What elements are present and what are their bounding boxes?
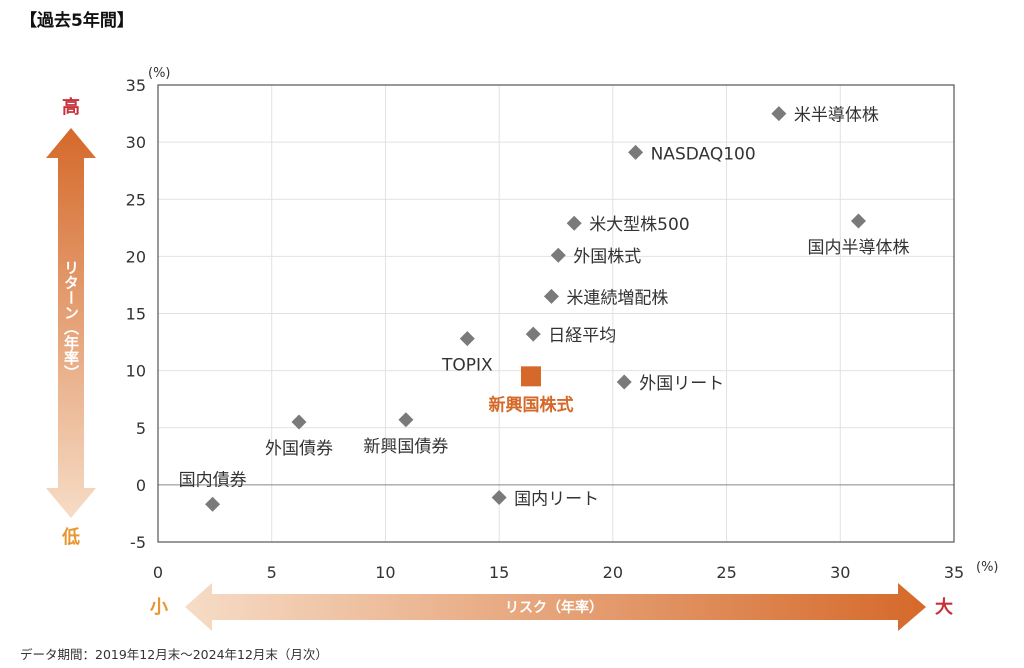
x-tick-label: 20 — [603, 563, 623, 582]
data-point-label: 米大型株500 — [589, 215, 689, 235]
page-title: 【過去5年間】 — [20, 11, 134, 31]
y-tick-label: 20 — [126, 247, 146, 266]
x-tick-label: 15 — [489, 563, 509, 582]
risk-arrow-shape — [185, 583, 926, 631]
data-point-label: TOPIX — [441, 356, 493, 376]
x-tick-label: 10 — [375, 563, 395, 582]
data-point-label: 国内半導体株 — [807, 238, 909, 258]
y-tick-label: 35 — [126, 76, 146, 95]
data-point-label: 新興国株式 — [488, 394, 573, 415]
plot-frame — [157, 84, 955, 543]
data-point-marker — [543, 288, 559, 304]
data-point-marker — [628, 144, 644, 160]
return-arrow-low-label: 低 — [61, 526, 80, 548]
y-tick-label: 10 — [126, 362, 146, 381]
risk-arrow-large-label: 大 — [935, 596, 953, 618]
return-arrow-text: リターン（年率） — [62, 260, 80, 380]
y-tick-label: 5 — [136, 419, 146, 438]
data-point-label: 外国債券 — [265, 439, 333, 459]
x-tick-label: 5 — [267, 563, 277, 582]
return-arrow-shape — [46, 128, 96, 518]
data-point-marker — [566, 215, 582, 231]
data-point-label: 国内債券 — [179, 470, 247, 490]
return-axis-arrow: 高 低 リターン（年率） — [46, 96, 96, 548]
data-point-label: 米連続増配株 — [566, 288, 668, 308]
data-period-note: データ期間：2019年12月末～2024年12月末（月次） — [20, 647, 328, 662]
x-tick-label: 35 — [944, 563, 964, 582]
y-unit-label: (%) — [148, 66, 171, 81]
data-point-marker — [398, 412, 414, 428]
y-tick-label: 15 — [126, 305, 146, 324]
risk-arrow-small-label: 小 — [150, 597, 168, 618]
risk-return-scatter-chart: 高 低 リターン（年率） 小 大 リスク（年率） 0 5 10 15 20 25 30 35 -… — [46, 66, 999, 631]
data-point-marker — [616, 374, 632, 390]
x-unit-label: (%) — [976, 560, 999, 575]
plot-area: 0 5 10 15 20 25 30 35-505101520253035(%)(%)米半導体… — [126, 66, 999, 582]
y-tick-label: -5 — [130, 533, 146, 552]
risk-arrow-text: リスク（年率） — [505, 599, 603, 616]
data-point-marker — [459, 331, 475, 347]
data-point-label: 外国リート — [639, 374, 724, 394]
data-point-label: 外国株式 — [573, 247, 641, 267]
data-point-label: NASDAQ100 — [651, 144, 756, 164]
data-point-marker — [771, 106, 787, 122]
x-tick-label: 0 — [153, 563, 163, 582]
data-point-marker-highlight — [520, 366, 541, 387]
return-arrow-high-label: 高 — [62, 96, 80, 118]
data-point-label: 新興国債券 — [363, 437, 448, 457]
data-point-marker — [850, 213, 866, 229]
data-point-marker — [525, 326, 541, 342]
y-tick-label: 0 — [136, 476, 146, 495]
data-point-label: 米半導体株 — [794, 106, 879, 126]
data-point-label: 日経平均 — [548, 326, 616, 346]
data-point-marker — [550, 247, 566, 263]
y-tick-label: 30 — [126, 133, 146, 152]
data-point-label: 国内リート — [514, 489, 599, 509]
x-tick-label: 25 — [716, 563, 736, 582]
data-point-marker — [291, 414, 307, 430]
y-tick-label: 25 — [126, 190, 146, 209]
risk-axis-arrow: 小 大 リスク（年率） — [150, 583, 953, 631]
data-point-marker — [205, 496, 221, 512]
data-point-marker — [491, 489, 507, 505]
x-tick-label: 30 — [830, 563, 850, 582]
